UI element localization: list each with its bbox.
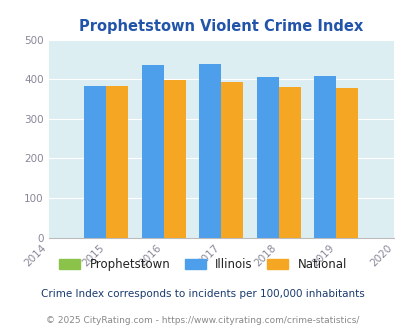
Bar [314, 76, 335, 238]
Title: Prophetstown Violent Crime Index: Prophetstown Violent Crime Index [79, 19, 362, 34]
Bar [199, 64, 221, 238]
Bar [335, 87, 357, 238]
Text: © 2025 CityRating.com - https://www.cityrating.com/crime-statistics/: © 2025 CityRating.com - https://www.city… [46, 316, 359, 325]
Bar [163, 81, 185, 238]
Legend: Prophetstown, Illinois, National: Prophetstown, Illinois, National [54, 253, 351, 276]
Bar [256, 77, 278, 238]
Bar [221, 82, 243, 238]
Bar [278, 87, 300, 238]
Bar [142, 65, 163, 238]
Bar [106, 86, 128, 238]
Text: Crime Index corresponds to incidents per 100,000 inhabitants: Crime Index corresponds to incidents per… [41, 289, 364, 299]
Bar [84, 86, 106, 238]
